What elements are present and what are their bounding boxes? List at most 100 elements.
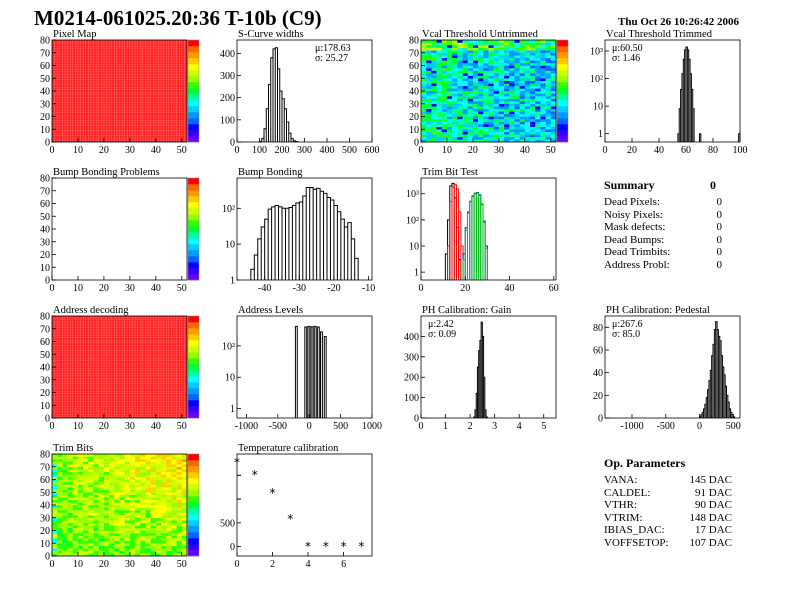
heatmap-cell — [457, 111, 463, 115]
heatmap-cell — [93, 538, 99, 541]
heatmap-cell — [426, 73, 432, 76]
heatmap-cell — [176, 522, 183, 526]
heatmap-cell — [488, 50, 494, 53]
heatmap-cell — [161, 535, 167, 539]
heatmap-cell — [478, 91, 484, 94]
heatmap-cell — [103, 545, 110, 549]
heatmap-cell — [509, 70, 515, 74]
heatmap-cell — [441, 116, 448, 120]
heatmap-cell — [77, 538, 84, 541]
heatmap-cell — [462, 106, 468, 110]
heatmap-cell — [493, 73, 500, 76]
heatmap-cell — [509, 134, 515, 138]
heatmap-cell — [524, 42, 531, 46]
heatmap-cell — [150, 456, 157, 460]
heatmap-cell — [530, 85, 536, 89]
heatmap-cell — [140, 530, 146, 534]
heatmap-cell — [161, 492, 167, 495]
heatmap-cell — [493, 75, 500, 79]
heatmap-cell — [452, 98, 458, 102]
heatmap-cell — [171, 525, 177, 529]
heatmap-cell — [145, 517, 151, 521]
heatmap-cell — [129, 550, 136, 554]
heatmap-cell — [467, 85, 474, 89]
heatmap-cell — [436, 88, 442, 92]
heatmap-cell — [88, 525, 94, 529]
heatmap-cell — [52, 515, 58, 518]
heatmap-cell — [524, 62, 531, 66]
heatmap-cell — [98, 502, 105, 506]
heatmap-cell — [545, 126, 552, 130]
heatmap-cell — [114, 553, 120, 557]
heatmap-cell — [72, 474, 79, 478]
heatmap-cell — [129, 482, 136, 485]
heatmap-cell — [462, 65, 468, 69]
heatmap-cell — [498, 83, 505, 87]
heatmap-cell — [540, 111, 546, 115]
heatmap-cell — [62, 548, 68, 552]
heatmap-cell — [519, 113, 526, 117]
heatmap-cell — [98, 492, 105, 495]
heatmap-cell — [540, 119, 546, 122]
heatmap-cell — [421, 78, 427, 81]
heatmap-cell — [519, 78, 526, 81]
heatmap-cell — [67, 499, 73, 503]
colorbar-segment — [188, 496, 199, 503]
heatmap-cell — [135, 520, 141, 524]
heatmap-cell — [150, 484, 157, 488]
heatmap-cell — [166, 543, 172, 546]
heatmap-cell — [103, 471, 110, 475]
heatmap-cell — [535, 73, 541, 76]
heatmap-cell — [472, 106, 479, 110]
heatmap-cell — [52, 553, 58, 557]
heatmap-cell — [452, 80, 458, 84]
heatmap-cell — [62, 499, 68, 503]
heatmap-cell — [161, 520, 167, 524]
heatmap-cell — [483, 62, 489, 66]
heatmap-cell — [446, 119, 453, 122]
colorbar-segment — [188, 208, 199, 215]
heatmap-cell — [52, 464, 58, 467]
heatmap-cell — [452, 52, 458, 56]
x-tick-label: 50 — [177, 145, 187, 156]
heatmap-cell — [171, 464, 177, 467]
heatmap-cell — [161, 474, 167, 478]
heatmap-cell — [452, 55, 458, 59]
heatmap-cell — [452, 75, 458, 79]
heatmap-cell — [550, 136, 557, 140]
heatmap-cell — [457, 42, 463, 46]
heatmap-cell — [145, 550, 151, 554]
heatmap-cell — [421, 134, 427, 138]
heatmap-cell — [57, 494, 63, 498]
heatmap-cell — [145, 543, 151, 546]
heatmap-cell — [155, 487, 162, 490]
heatmap-cell — [462, 111, 468, 115]
heatmap-cell — [166, 525, 172, 529]
heatmap-cell — [441, 40, 448, 43]
heatmap-cell — [436, 136, 442, 140]
heatmap-cell — [145, 489, 151, 493]
heatmap-cell — [535, 42, 541, 46]
heatmap-cell — [504, 55, 510, 59]
heatmap-cell — [452, 65, 458, 69]
heatmap-cell — [77, 502, 84, 506]
heatmap-cell — [98, 553, 105, 557]
heatmap-cell — [155, 469, 162, 473]
heatmap-cell — [176, 464, 183, 467]
heatmap-cell — [67, 497, 73, 501]
heatmap-cell — [109, 459, 115, 462]
heatmap-cell — [72, 466, 79, 470]
summary-value: 0 — [716, 233, 723, 246]
colorbar-segment — [188, 466, 199, 473]
heatmap-cell — [72, 550, 79, 554]
summary-value: 0 — [716, 258, 723, 271]
heatmap-cell — [540, 91, 546, 94]
heatmap-cell — [129, 497, 136, 501]
heatmap-cell — [150, 494, 157, 498]
heatmap-cell — [135, 530, 141, 534]
heatmap-cell — [509, 119, 515, 122]
heatmap-cell — [446, 62, 453, 66]
histogram-series-2 — [462, 192, 488, 280]
heatmap-cell — [52, 492, 58, 495]
heatmap-cell — [493, 98, 500, 102]
